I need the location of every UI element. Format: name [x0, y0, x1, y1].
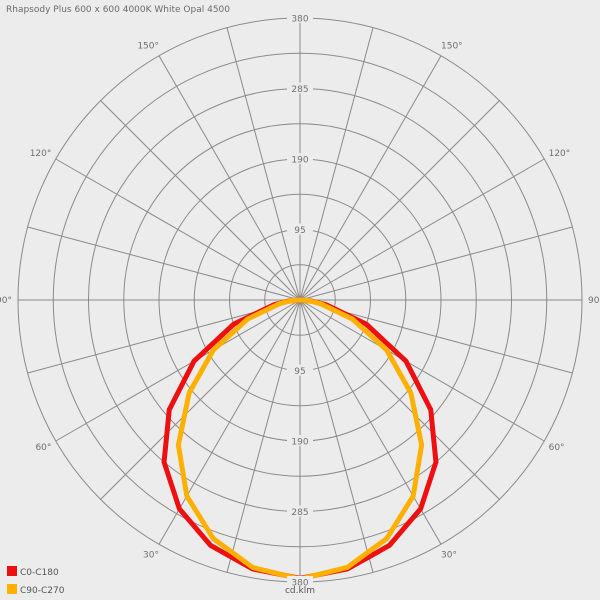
- grid-spoke: [100, 299, 301, 500]
- tick-label-bg: [287, 364, 313, 376]
- legend: C0-C180 C90-C270: [7, 566, 65, 596]
- tick-label-bg: [287, 435, 313, 446]
- radial-tick-label: 285: [291, 85, 308, 95]
- radial-tick-label: 190: [291, 156, 308, 166]
- grid-spoke: [299, 299, 442, 545]
- radial-tick-label: 95: [294, 226, 305, 236]
- grid-spoke: [55, 158, 301, 301]
- angle-label: 90°: [588, 296, 600, 306]
- tick-label-bg: [287, 82, 313, 94]
- radial-tick-label: 380: [291, 15, 308, 25]
- legend-label-c0: C0-C180: [20, 568, 59, 578]
- legend-swatch-c0: [7, 566, 17, 576]
- grid-spoke: [299, 158, 545, 301]
- tick-label-bg: [287, 223, 313, 235]
- chart-title: Rhapsody Plus 600 x 600 4000K White Opal…: [6, 5, 230, 15]
- tick-label-bg: [287, 505, 313, 517]
- tick-label-bg: [287, 153, 313, 164]
- radial-tick-label: 95: [294, 367, 305, 377]
- angle-label: 120°: [549, 149, 571, 159]
- angle-label: 90°: [0, 296, 12, 306]
- grid-spoke: [158, 55, 301, 301]
- grid-spoke: [299, 299, 500, 500]
- grid-spoke: [299, 100, 500, 301]
- angle-label: 60°: [549, 443, 565, 453]
- radial-tick-label: 285: [291, 508, 308, 518]
- angle-label: 30°: [143, 551, 159, 561]
- angle-label: 60°: [35, 443, 51, 453]
- angle-label: 120°: [30, 149, 52, 159]
- radial-tick-label: 380: [291, 579, 308, 589]
- grid-spoke: [158, 299, 301, 545]
- grid-spoke: [299, 55, 442, 301]
- grid-spoke: [226, 27, 301, 301]
- grid-spoke: [299, 299, 374, 573]
- angle-label: 150°: [137, 41, 159, 51]
- radial-tick-label: 190: [291, 438, 308, 448]
- legend-swatch-c90: [7, 584, 17, 594]
- grid-spoke: [299, 299, 545, 442]
- tick-label-bg: [287, 576, 313, 587]
- angle-labels: 150° 150° 120° 120° 90° 90° 60° 60° 30° 30°: [0, 41, 600, 560]
- grid-spoke: [100, 100, 301, 301]
- grid-spoke: [299, 226, 573, 301]
- unit-label: cd.klm: [285, 586, 315, 596]
- legend-label-c90: C90-C270: [20, 586, 65, 596]
- grid-spoke: [299, 27, 374, 301]
- tick-label-bg: [287, 12, 313, 23]
- grid-spoke: [226, 299, 301, 573]
- radial-ticks: 95 95 190 190 285 285 380 380: [287, 12, 313, 589]
- grid-spoke: [55, 299, 301, 442]
- grid-spoke: [27, 226, 301, 301]
- angle-label: 150°: [441, 41, 463, 51]
- angle-label: 30°: [441, 551, 457, 561]
